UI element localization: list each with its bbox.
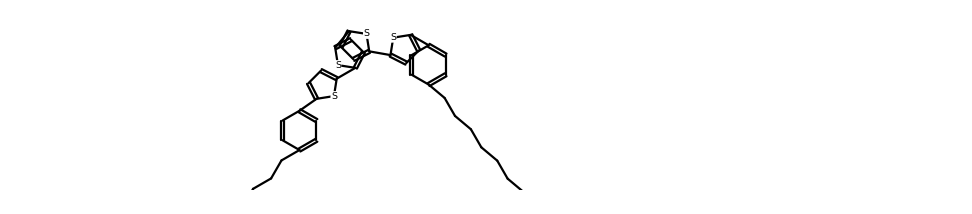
Text: S: S [390,33,397,42]
Text: S: S [335,61,341,70]
Text: S: S [364,29,369,39]
Text: S: S [330,92,337,101]
